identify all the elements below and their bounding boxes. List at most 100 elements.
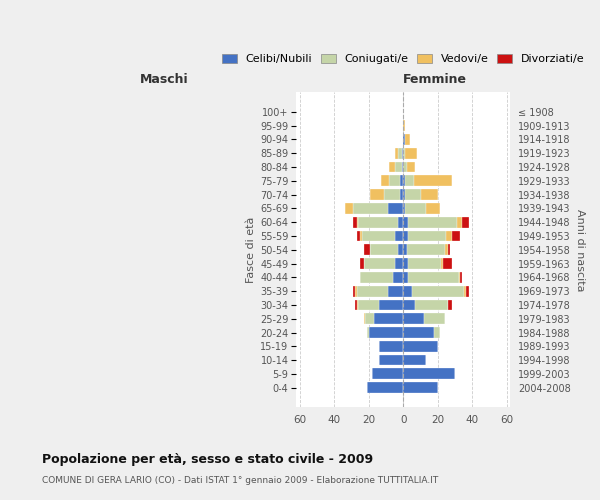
Bar [460,272,462,282]
Bar [367,382,403,393]
Bar [374,314,403,324]
Bar [409,272,458,282]
Bar [405,176,413,186]
Bar [446,230,452,241]
Bar [458,272,460,282]
Bar [409,230,446,241]
Bar [403,189,405,200]
Bar [405,148,417,158]
Bar [401,148,403,158]
Bar [358,217,398,228]
Bar [412,286,464,296]
Bar [407,162,415,172]
Bar [409,258,442,269]
Bar [356,300,358,310]
Bar [403,230,409,241]
Bar [398,217,403,228]
Bar [413,176,452,186]
Bar [358,300,379,310]
Bar [403,300,415,310]
Bar [466,286,469,296]
Bar [403,134,405,145]
Bar [405,134,410,145]
Bar [405,203,426,214]
Bar [448,300,452,310]
Bar [403,368,455,379]
Bar [403,314,424,324]
Bar [395,148,398,158]
Y-axis label: Anni di nascita: Anni di nascita [575,208,585,291]
Bar [403,203,405,214]
Bar [434,327,440,338]
Bar [400,189,403,200]
Bar [356,286,388,296]
Bar [395,162,401,172]
Bar [389,162,395,172]
Bar [353,203,388,214]
Bar [462,217,469,228]
Y-axis label: Fasce di età: Fasce di età [246,216,256,283]
Text: Femmine: Femmine [403,73,467,86]
Bar [403,286,412,296]
Bar [464,286,466,296]
Bar [369,327,403,338]
Bar [388,203,403,214]
Bar [401,162,403,172]
Bar [398,148,401,158]
Bar [403,382,438,393]
Bar [403,327,434,338]
Bar [384,189,400,200]
Bar [364,258,395,269]
Bar [403,148,405,158]
Bar [421,189,438,200]
Bar [415,300,448,310]
Bar [360,272,393,282]
Bar [445,244,448,255]
Bar [426,203,440,214]
Bar [398,244,403,255]
Bar [452,230,460,241]
Bar [365,314,374,324]
Bar [409,217,457,228]
Bar [395,258,403,269]
Bar [362,230,395,241]
Bar [403,341,438,351]
Bar [442,258,443,269]
Text: COMUNE DI GERA LARIO (CO) - Dati ISTAT 1° gennaio 2009 - Elaborazione TUTTITALIA: COMUNE DI GERA LARIO (CO) - Dati ISTAT 1… [42,476,438,485]
Bar [356,230,360,241]
Bar [372,368,403,379]
Bar [381,176,389,186]
Bar [405,189,421,200]
Bar [370,189,384,200]
Bar [388,286,403,296]
Bar [403,272,409,282]
Bar [407,244,445,255]
Legend: Celibi/Nubili, Coniugati/e, Vedovi/e, Divorziati/e: Celibi/Nubili, Coniugati/e, Vedovi/e, Di… [219,50,587,68]
Bar [403,176,405,186]
Bar [370,244,398,255]
Text: Popolazione per età, sesso e stato civile - 2009: Popolazione per età, sesso e stato civil… [42,452,373,466]
Bar [379,300,403,310]
Text: Maschi: Maschi [140,73,189,86]
Bar [393,272,403,282]
Bar [448,244,450,255]
Bar [360,258,364,269]
Bar [364,244,370,255]
Bar [424,314,445,324]
Bar [403,162,407,172]
Bar [403,354,426,366]
Bar [355,286,356,296]
Bar [403,244,407,255]
Bar [356,217,358,228]
Bar [379,341,403,351]
Bar [403,120,405,131]
Bar [344,203,353,214]
Bar [355,300,356,310]
Bar [457,217,462,228]
Bar [395,230,403,241]
Bar [360,230,362,241]
Bar [367,327,369,338]
Bar [403,217,409,228]
Bar [389,176,400,186]
Bar [443,258,452,269]
